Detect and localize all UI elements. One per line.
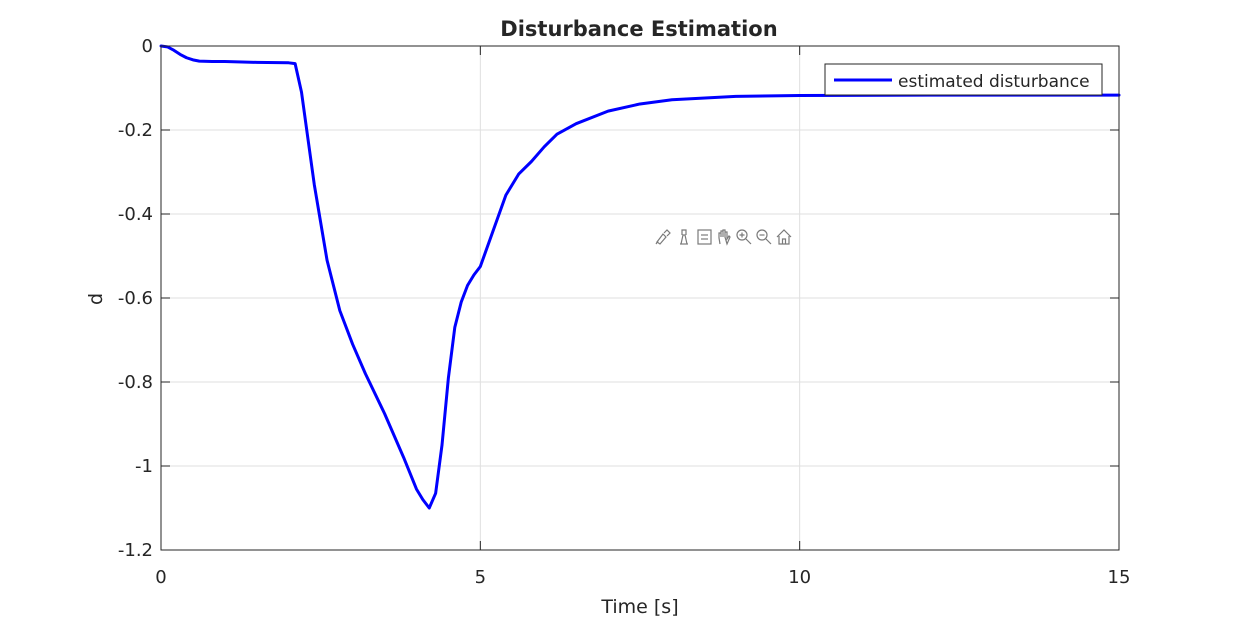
- legend-label: estimated disturbance: [898, 72, 1090, 92]
- y-tick-label: 0: [142, 36, 153, 57]
- tick-marks: [160, 45, 1120, 551]
- x-tick-labels: 0 5 10 15: [155, 567, 1130, 588]
- x-tick-label: 15: [1108, 567, 1131, 588]
- y-tick-label: -0.8: [118, 372, 153, 393]
- brush-icon[interactable]: [655, 229, 671, 245]
- plot-area[interactable]: [159, 44, 1121, 551]
- axes-toolbar: [655, 229, 792, 246]
- y-tick-label: -0.4: [118, 204, 153, 225]
- series-line: [159, 44, 1121, 510]
- grid-lines: [161, 46, 1119, 550]
- y-axis-label: d: [85, 293, 107, 305]
- home-icon[interactable]: [776, 229, 792, 245]
- y-tick-labels: 0 -0.2 -0.4 -0.6 -0.8 -1 -1.2: [118, 36, 153, 561]
- zoom-out-icon[interactable]: [756, 229, 772, 245]
- y-tick-label: -0.2: [118, 120, 153, 141]
- legend-toggle-icon[interactable]: [697, 229, 712, 245]
- pan-icon[interactable]: [718, 229, 731, 246]
- x-tick-label: 5: [475, 567, 486, 588]
- series-layer: [159, 44, 1121, 510]
- y-tick-label: -1.2: [118, 540, 153, 561]
- x-axis-label: Time [s]: [600, 596, 678, 618]
- y-tick-label: -0.6: [118, 288, 153, 309]
- zoom-in-icon[interactable]: [736, 229, 752, 245]
- legend[interactable]: estimated disturbance: [824, 63, 1103, 96]
- x-tick-label: 0: [155, 567, 166, 588]
- chart-title: Disturbance Estimation: [500, 17, 777, 41]
- y-tick-label: -1: [135, 456, 153, 477]
- data-tips-icon[interactable]: [680, 229, 688, 245]
- x-tick-label: 10: [788, 567, 811, 588]
